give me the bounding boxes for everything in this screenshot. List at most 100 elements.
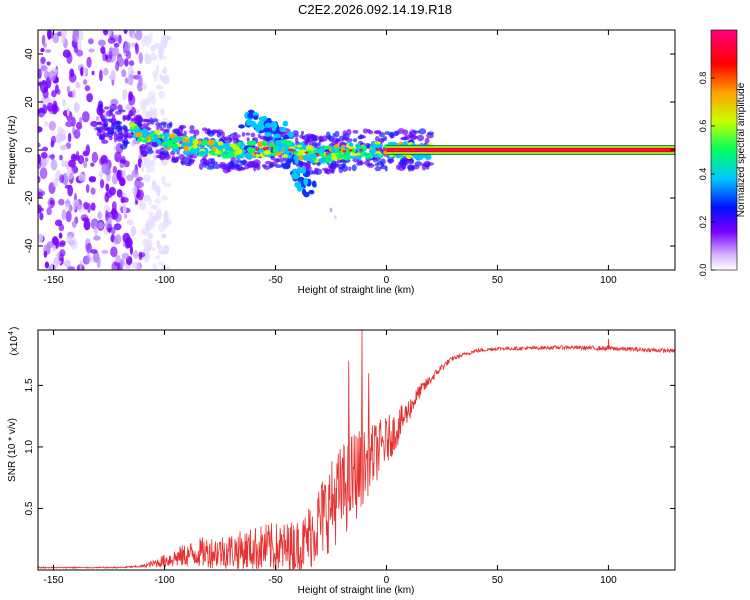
spectrogram-noise-blob [150, 52, 158, 61]
spectrogram-noise-blob [111, 201, 117, 213]
spectrogram-ridge-halo [423, 160, 432, 168]
spectrogram-noise-blob [83, 160, 88, 169]
spectrogram-ridge-blob [246, 140, 255, 146]
spectrogram-ridge-halo [146, 149, 154, 154]
spectrogram-ridge-halo [404, 135, 412, 139]
spectrogram-ridge-halo [337, 163, 344, 170]
spectrogram-noise-blob [121, 252, 130, 260]
spectrogram-ridge-blob [355, 154, 362, 160]
spectrogram-noise-blob [102, 50, 107, 62]
spectrogram-noise-blob [125, 103, 133, 111]
spectrogram-noise-blob [126, 174, 134, 182]
spectrogram-noise-blob [124, 41, 131, 52]
spectrogram-ridge-blob [151, 138, 159, 143]
spectrogram-ridge-halo [321, 167, 329, 171]
spectrogram-noise-blob [152, 70, 159, 78]
spectrogram-ridge-blob [296, 144, 303, 148]
spectrogram-ridge-halo [378, 132, 386, 138]
spectrogram-peak-blob [262, 147, 266, 151]
spectrogram-ridge-halo [335, 138, 341, 143]
spectrogram-noise-blob [101, 139, 109, 144]
spectrogram-ridge-halo [427, 131, 435, 135]
spectrogram-noise-blob [155, 255, 161, 260]
spectrogram-ridge-halo [229, 133, 237, 138]
spectrogram-noise-blob [40, 56, 46, 64]
spectrogram-ridge-halo [245, 132, 251, 136]
colorbar-ticks: 0.0 0.2 0.4 0.6 0.8 [698, 72, 715, 276]
spectrogram-ridge-blob [318, 157, 327, 164]
spectrogram-noise-blob [150, 204, 159, 210]
spectrogram-ridge-blob [248, 147, 254, 154]
spectrogram-ridge-blob [129, 122, 136, 127]
spectrogram-noise-blob [43, 250, 48, 258]
colorbar-label: Normalized spectral amplitude [736, 82, 747, 217]
spectrogram-ridge-halo [246, 137, 250, 142]
snr-xlabel: Height of straight line (km) [298, 585, 415, 596]
spectrogram-noise-blob [141, 38, 146, 47]
spectrogram-noise-blob [48, 30, 54, 39]
spectrogram-ridge-blob [141, 139, 149, 143]
spectrogram-noise-blob [160, 108, 165, 115]
spectrogram-noise-blob [95, 116, 100, 122]
spectrogram-noise-blob [38, 235, 42, 241]
spectrogram-ridge-halo [345, 138, 353, 143]
spectrogram-noise-blob [78, 30, 84, 42]
spectrogram-noise-blob [101, 163, 109, 175]
spectrogram-ridge-halo [228, 136, 233, 142]
spectrogram-y-axis: -40 -20 0 20 40 [24, 48, 675, 253]
spectrogram-noise-blob [163, 182, 172, 188]
spectrogram-noise-blob [115, 254, 121, 264]
spectrogram-ridge-halo [302, 162, 308, 166]
spectrogram-branch-blob [273, 133, 281, 139]
colorbar-tick-label: 0.4 [698, 168, 708, 181]
spectrogram-noise-blob [123, 213, 128, 219]
spectrogram-noise-blob [153, 77, 159, 82]
spectrogram-branch-blob [238, 124, 245, 129]
spectrogram-ridge-halo [206, 130, 215, 135]
spectrogram-ridge-halo [398, 159, 407, 167]
spectrogram-ridge-blob [214, 150, 222, 155]
spectrogram-peak-blob [304, 151, 309, 154]
spectrogram-ridge-halo [152, 118, 159, 123]
spectrogram-ridge-blob [192, 148, 197, 155]
spectrogram-ridge-blob [236, 148, 243, 155]
spectrogram-ridge-blob [330, 146, 335, 152]
spectrogram-noise-blob [79, 116, 83, 123]
spectrogram-ridge-halo [250, 160, 256, 165]
spectrogram-noise-blob [162, 55, 167, 61]
spectrogram-ridge-halo [275, 158, 280, 163]
snr-y-axis: 0.5 1.0 1.5 [24, 378, 675, 515]
spectrogram-branch-blob [252, 115, 259, 120]
spectrogram-peak-blob [382, 148, 387, 152]
spectrogram-ridge-halo [426, 164, 430, 170]
spectrogram-ridge-halo [410, 164, 415, 171]
spectrogram-ridge-blob [371, 153, 376, 157]
spectrogram-ridge-halo [113, 125, 118, 130]
spectrogram-noise-blob [77, 154, 85, 165]
spectrogram-peak-blob [270, 146, 274, 150]
spectrogram-ridge-halo [237, 167, 242, 172]
spectrogram-peak-blob [393, 148, 398, 152]
spectrogram-noise-blob [84, 85, 91, 92]
spectrogram-branch-blob [282, 120, 289, 127]
spectrogram-ridge-halo [241, 131, 246, 137]
spectrogram-ridge-blob [163, 135, 168, 141]
spectrogram-noise-blob [108, 186, 116, 196]
spectrogram-noise-blob [133, 250, 139, 259]
snr-xtick-label: 50 [492, 575, 504, 586]
spectrogram-noise-blob [159, 40, 167, 49]
chart-title: C2E2.2026.092.14.19.R18 [298, 2, 452, 17]
spectrogram-noise-blob [75, 81, 80, 88]
spectrogram-noise-blob [49, 199, 54, 206]
spectrogram-ridge-halo [104, 106, 110, 110]
spectrogram-ytick-label: 0 [24, 147, 35, 153]
spectrogram-ridge-blob [350, 148, 357, 153]
spectrogram-ridge-halo [140, 150, 148, 158]
spectrogram-ridge-halo [424, 137, 430, 144]
spectrogram-noise-blob [66, 235, 73, 244]
spectrogram-ridge-halo [314, 142, 319, 147]
spectrogram-ridge-blob [192, 139, 199, 145]
spectrogram-noise-blob [118, 177, 126, 187]
spectrogram-ridge-halo [121, 134, 126, 138]
